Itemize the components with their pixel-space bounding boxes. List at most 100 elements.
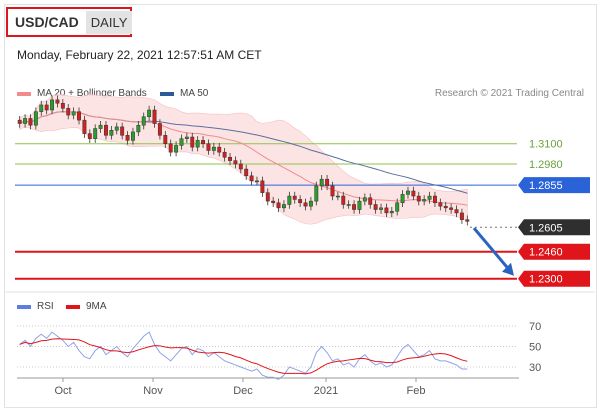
candle-body	[395, 202, 400, 212]
bollinger-band	[19, 93, 468, 225]
candle-body	[44, 104, 49, 111]
candle-body	[217, 146, 222, 153]
ma20-legend-label: MA 20 + Bollinger Bands	[37, 88, 147, 99]
period-badge[interactable]: DAILY	[85, 10, 133, 34]
rsi-legend: RSI	[17, 301, 54, 312]
candle-body	[422, 199, 427, 202]
candle-body	[201, 140, 206, 144]
candle-body	[109, 129, 114, 136]
rsi-level-label: 30	[529, 362, 541, 374]
candle-body	[255, 180, 259, 183]
candle-body	[341, 195, 346, 205]
candle-body	[379, 207, 383, 210]
x-tick-label: 2021	[314, 385, 338, 397]
candle-body	[465, 219, 470, 222]
candle-body	[330, 185, 335, 197]
candle-body	[238, 163, 243, 170]
candle-body	[17, 119, 22, 124]
candle-body	[368, 197, 373, 205]
forecast-arrow	[472, 227, 512, 272]
candle-body	[98, 124, 103, 129]
candle-body	[357, 200, 362, 210]
candle-body	[120, 126, 125, 136]
symbol-header: USD/CAD DAILY	[6, 7, 133, 37]
candle-body	[406, 190, 410, 195]
x-tick-label: Oct	[54, 385, 71, 397]
candle-body	[389, 210, 394, 214]
candle-body	[163, 135, 168, 144]
candle-body	[449, 207, 454, 210]
candle-body	[104, 124, 108, 136]
candle-body	[298, 199, 303, 204]
candle-body	[400, 194, 405, 204]
x-tick-label: Nov	[143, 385, 163, 397]
candle-body	[438, 202, 443, 207]
symbol-label: USD/CAD	[15, 14, 79, 30]
candle-body	[244, 168, 249, 177]
x-tick-label: Dec	[233, 385, 253, 397]
candle-body	[77, 111, 81, 121]
candle-body	[411, 190, 416, 197]
candle-body	[136, 124, 141, 133]
rsi-ma-line	[19, 338, 468, 375]
candle-body	[130, 131, 135, 141]
candle-body	[33, 111, 38, 126]
timestamp: Monday, February 22, 2021 12:57:51 AM CE…	[17, 48, 262, 62]
candle-body	[271, 200, 276, 204]
ma20-line	[19, 111, 468, 206]
candle-body	[281, 204, 286, 209]
candle-body	[168, 143, 173, 153]
candle-body	[147, 109, 152, 117]
candle-body	[71, 111, 76, 116]
level-label-1.2300: 1.2300	[529, 274, 563, 286]
candle-body	[141, 116, 146, 126]
x-tick-label: Feb	[407, 385, 426, 397]
ma50-legend-label: MA 50	[180, 88, 209, 99]
candle-body	[308, 200, 313, 207]
candle-body	[319, 178, 324, 187]
candle-body	[325, 178, 330, 187]
level-label-1.2980: 1.2980	[529, 159, 563, 171]
candle-body	[416, 195, 421, 202]
candle-body	[190, 136, 195, 148]
candle-body	[114, 126, 119, 131]
level-tag-1.2855	[518, 177, 590, 194]
rsi-line	[19, 331, 468, 380]
candle-body	[292, 195, 297, 200]
candle-body	[28, 118, 33, 126]
candle-body	[249, 175, 254, 182]
candle-body	[228, 156, 232, 161]
candle-body	[152, 109, 157, 124]
candle-body	[443, 205, 448, 209]
candle-body	[179, 138, 184, 146]
candle-body	[39, 104, 44, 112]
candle-body	[335, 195, 340, 198]
candle-body	[427, 195, 432, 200]
candle-body	[362, 197, 367, 202]
rsi-swatch	[17, 304, 31, 309]
candle-body	[66, 108, 71, 116]
rsi-ma-legend: 9MA	[66, 301, 107, 312]
candle-body	[276, 202, 281, 209]
candle-body	[93, 128, 98, 139]
candle-body	[352, 204, 357, 210]
candle-body	[206, 143, 211, 151]
candle-body	[260, 180, 265, 193]
candle-body	[459, 212, 464, 220]
rsi-ma-legend-label: 9MA	[86, 301, 107, 312]
level-tag-1.2605	[518, 219, 590, 236]
forecast-arrow-head	[502, 262, 514, 276]
candle-body	[60, 103, 65, 109]
candle-body	[287, 195, 292, 205]
candle-body	[265, 192, 270, 202]
candle-body	[346, 204, 351, 206]
rsi-ma-swatch	[66, 304, 80, 309]
candle-body	[184, 136, 189, 139]
candle-body	[55, 99, 60, 104]
rsi-level-label: 50	[529, 342, 541, 354]
candle-body	[454, 209, 459, 214]
candle-body	[222, 151, 227, 158]
level-label-1.2460: 1.2460	[529, 247, 563, 259]
ma50-swatch	[160, 91, 174, 96]
